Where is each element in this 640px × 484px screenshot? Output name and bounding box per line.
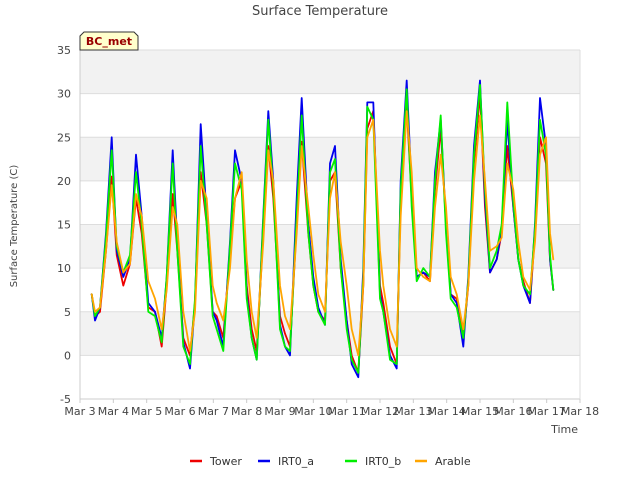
y-tick-label: 25	[57, 131, 71, 144]
legend-label-irt0-b: IRT0_b	[365, 455, 401, 468]
x-tick-label: Mar 10	[294, 405, 332, 418]
y-tick-label: 15	[57, 219, 71, 232]
series-line-arable	[90, 110, 555, 357]
x-tick-label: Mar 4	[98, 405, 129, 418]
x-tick-label: Mar 6	[164, 405, 195, 418]
x-tick-label: Mar 14	[428, 405, 466, 418]
y-axis-label: Surface Temperature (C)	[9, 165, 20, 288]
legend-label-tower: Tower	[209, 455, 242, 468]
x-tick-label: Mar 3	[64, 405, 95, 418]
x-tick-label: Mar 16	[494, 405, 532, 418]
legend-label-irt0-a: IRT0_a	[278, 455, 314, 468]
site-badge: BC_met	[79, 31, 139, 51]
y-tick-labels: -5 0 5 10 15 20 25 30 35	[57, 44, 71, 406]
x-tick-label: Mar 8	[231, 405, 262, 418]
grid-band	[80, 50, 580, 94]
y-tick-label: 0	[64, 349, 71, 362]
x-tick-label: Mar 13	[394, 405, 432, 418]
y-tick-label: 20	[57, 175, 71, 188]
x-tick-label: Mar 18	[561, 405, 599, 418]
x-tick-label: Mar 11	[328, 405, 366, 418]
chart-title: Surface Temperature	[252, 4, 388, 19]
x-tick-label: Mar 7	[198, 405, 229, 418]
x-tick-label: Mar 12	[361, 405, 399, 418]
series-layer	[90, 79, 555, 379]
y-tick-label: 10	[57, 262, 71, 275]
gridlines	[80, 49, 580, 400]
x-tick-label: Mar 5	[131, 405, 162, 418]
site-badge-box	[79, 31, 139, 51]
y-tick-label: -5	[60, 393, 71, 406]
legend-label-arable: Arable	[435, 455, 471, 468]
y-tick-label: 5	[64, 306, 71, 319]
site-badge-label: BC_met	[86, 35, 132, 48]
legend: Tower IRT0_a IRT0_b Arable	[190, 455, 471, 468]
x-tick-label: Mar 9	[264, 405, 295, 418]
x-tick-label: Mar 17	[528, 405, 566, 418]
x-axis-label: Time	[550, 423, 578, 436]
grid-band	[80, 224, 580, 269]
x-tick-label: Mar 15	[461, 405, 499, 418]
y-tick-label: 35	[57, 44, 71, 57]
y-tick-label: 30	[57, 88, 71, 101]
axes	[79, 50, 581, 400]
